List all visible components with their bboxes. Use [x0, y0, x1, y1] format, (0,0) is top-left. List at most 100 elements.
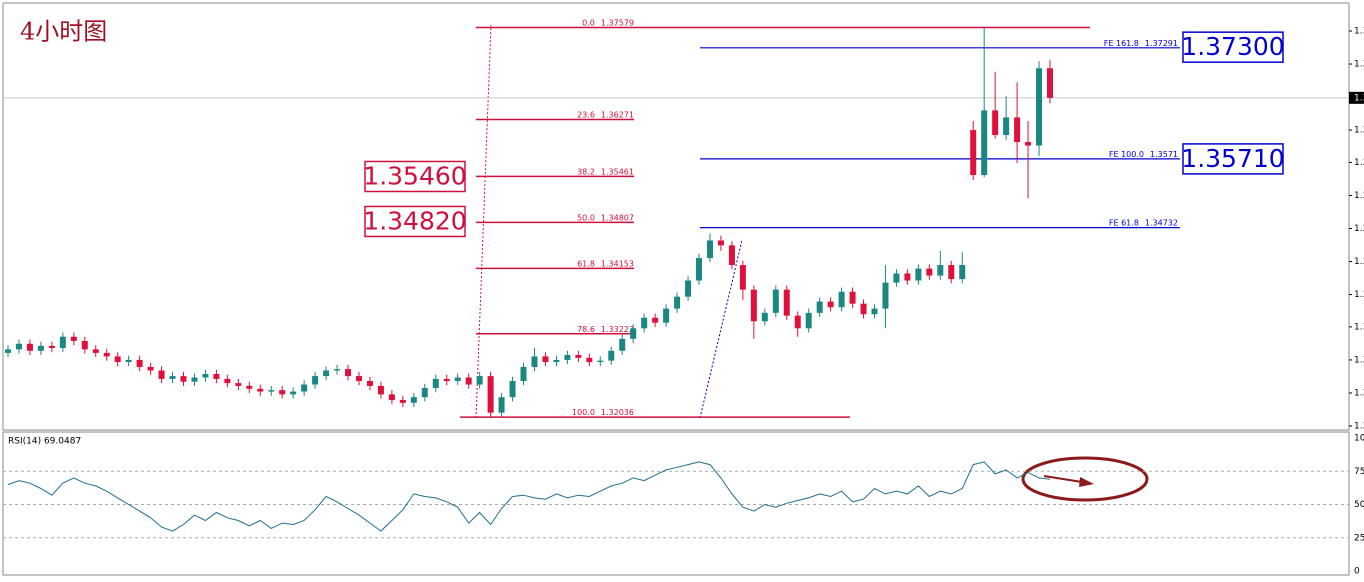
fib-level-name: 61.8	[577, 259, 595, 268]
fib-level-label: 78.6 1.33222	[577, 324, 634, 333]
candle-body	[937, 265, 944, 276]
y-tick-label: 1.36120	[1354, 126, 1364, 136]
candle-body	[191, 377, 198, 382]
candle-body	[915, 268, 922, 281]
fib-level-name: 100.0	[572, 408, 595, 417]
price-label-box	[1182, 143, 1284, 175]
fib-connector	[475, 24, 492, 419]
candle-body	[674, 296, 681, 309]
candle-body	[432, 378, 439, 389]
candle-body	[1003, 117, 1010, 136]
fib-level-price: 1.34807	[601, 213, 634, 222]
candle-body	[772, 289, 779, 313]
fib-level-price: 1.32036	[601, 408, 634, 417]
price-label-box	[1182, 31, 1284, 63]
fe-level-label: FE 161.8 1.37291	[1104, 38, 1178, 47]
candle-body	[465, 377, 472, 385]
y-tick-label: 1.34720	[1354, 224, 1364, 234]
candle-body	[290, 391, 297, 395]
candle-body	[849, 291, 856, 304]
fib-level-label: 0.0 1.37579	[582, 18, 634, 27]
candle-body	[860, 303, 867, 315]
fib-level-name: 0.0	[582, 18, 595, 27]
candle-body	[882, 282, 889, 309]
candle-body	[15, 343, 22, 350]
candle-body	[366, 381, 373, 386]
main-frame	[2, 2, 1350, 431]
candle-body	[509, 381, 516, 398]
candle-body	[838, 291, 845, 308]
candle-body	[827, 301, 834, 308]
candle-body	[410, 397, 417, 403]
candle-body	[388, 394, 395, 400]
y-tick-label: 1.32380	[1354, 388, 1364, 398]
candle-body	[706, 240, 713, 259]
candle-body	[948, 265, 955, 280]
fib-level-price: 1.35461	[601, 167, 634, 176]
candle-body	[70, 336, 77, 341]
candle-body	[498, 397, 505, 413]
fib-level-label: 100.0 1.32036	[572, 408, 634, 417]
y-tick-label: 1.35190	[1354, 191, 1364, 201]
candle-body	[476, 376, 483, 385]
candle-body	[728, 245, 735, 266]
candle-body	[696, 258, 703, 281]
candle-body	[750, 289, 757, 322]
y-tick-label: 1.32850	[1354, 355, 1364, 365]
fib-level-name: 78.6	[577, 324, 595, 333]
candle-body	[553, 359, 560, 363]
candle-body	[443, 378, 450, 382]
candle-body	[970, 130, 977, 176]
candle-body	[575, 355, 582, 358]
candle-body	[26, 343, 33, 351]
candle-body	[805, 312, 812, 329]
price-label-text: 1.34820	[363, 206, 466, 235]
fe-level-price: 1.37291	[1145, 38, 1178, 47]
candle-body	[1036, 68, 1043, 146]
candle-body	[685, 280, 692, 297]
fib-level-name: 23.6	[577, 110, 595, 119]
candle-body	[641, 317, 648, 329]
annotation-arrowhead	[1079, 477, 1094, 487]
candle-body	[487, 376, 494, 413]
rsi-label: RSI(14) 69.0487	[8, 437, 81, 447]
candle-body	[597, 360, 604, 363]
candle-body	[1047, 68, 1053, 98]
candle-body	[981, 110, 988, 176]
candle-body	[454, 377, 461, 382]
candle-body	[257, 388, 264, 392]
fe-connector	[699, 239, 743, 419]
y-tick-label: 1.37060	[1354, 60, 1364, 70]
candle-body	[136, 359, 143, 367]
candle-body	[663, 308, 670, 323]
candle-body	[114, 356, 121, 363]
candle-body	[158, 370, 165, 379]
candle-body	[520, 366, 527, 382]
candle-body	[377, 385, 384, 395]
candle-body	[926, 268, 933, 276]
candle-body	[345, 369, 352, 377]
annotation-arrow	[1043, 475, 1083, 483]
price-label-text: 1.37300	[1181, 32, 1284, 61]
fib-level-name: 38.2	[577, 167, 595, 176]
candle-body	[5, 349, 11, 353]
candle-body	[224, 378, 231, 384]
chart-title: 4小时图	[20, 18, 107, 46]
candle-body	[1025, 142, 1032, 146]
candle-body	[992, 110, 999, 136]
candle-body	[235, 383, 242, 386]
y-tick-label: 1.33780	[1354, 290, 1364, 300]
candle-body	[608, 350, 615, 361]
rsi-frame	[2, 431, 1350, 576]
candle-body	[1014, 117, 1021, 143]
candle-body	[334, 369, 341, 371]
candle-body	[564, 355, 571, 360]
y-tick-label: 1.31910	[1354, 421, 1364, 431]
current-price-label: 1.36579	[1354, 93, 1364, 103]
fib-level-label: 23.6 1.36271	[577, 110, 634, 119]
fib-level-label: 38.2 1.35461	[577, 167, 634, 176]
candle-body	[103, 352, 110, 357]
candle-body	[630, 328, 637, 339]
candle-body	[147, 366, 154, 371]
y-tick-label: 1.33320	[1354, 322, 1364, 332]
